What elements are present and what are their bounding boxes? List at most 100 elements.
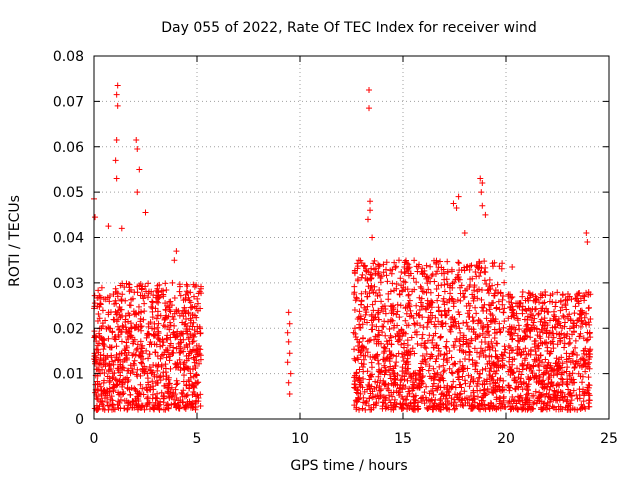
data-point xyxy=(539,322,546,329)
data-point xyxy=(152,394,159,401)
data-point xyxy=(172,360,179,367)
data-point xyxy=(507,403,514,410)
data-point xyxy=(145,355,152,362)
data-point xyxy=(157,343,164,350)
data-point xyxy=(505,315,512,322)
data-point xyxy=(140,316,147,323)
data-point xyxy=(358,297,365,304)
data-point xyxy=(499,260,506,267)
data-point xyxy=(186,326,193,333)
data-point xyxy=(189,312,196,319)
data-point xyxy=(138,327,145,334)
data-point xyxy=(381,348,388,355)
data-point xyxy=(446,365,453,372)
data-point xyxy=(415,311,422,318)
data-point xyxy=(156,294,163,301)
data-point xyxy=(194,307,201,314)
data-point xyxy=(473,263,480,270)
data-point xyxy=(435,376,442,383)
data-point xyxy=(190,373,197,380)
data-point xyxy=(184,323,191,330)
data-point xyxy=(163,354,170,361)
data-point xyxy=(358,290,365,297)
data-point xyxy=(519,363,526,370)
data-point xyxy=(427,289,434,296)
data-point xyxy=(133,402,140,409)
data-point xyxy=(423,306,430,313)
data-point xyxy=(432,358,439,365)
data-point xyxy=(362,306,369,313)
data-point xyxy=(444,385,451,392)
data-point xyxy=(547,383,554,390)
data-point xyxy=(457,329,464,336)
data-point xyxy=(395,337,402,344)
data-point xyxy=(557,337,564,344)
data-point xyxy=(483,281,490,288)
data-point xyxy=(538,316,545,323)
data-point xyxy=(185,309,192,316)
data-point xyxy=(517,352,524,359)
data-point xyxy=(359,271,366,278)
data-point xyxy=(176,281,183,288)
data-point xyxy=(190,383,197,390)
data-point xyxy=(544,399,551,406)
data-point xyxy=(586,347,593,354)
data-point xyxy=(404,406,411,413)
data-point xyxy=(565,386,572,393)
data-point xyxy=(476,264,483,271)
data-point xyxy=(95,287,102,294)
data-point xyxy=(507,366,514,373)
data-point xyxy=(509,303,516,310)
data-point xyxy=(192,364,199,371)
data-point xyxy=(441,367,448,374)
data-point xyxy=(459,366,466,373)
data-point xyxy=(365,402,372,409)
data-point xyxy=(377,274,384,281)
data-point xyxy=(173,377,180,384)
data-point xyxy=(380,323,387,330)
x-tick-label: 15 xyxy=(394,431,412,447)
data-point xyxy=(563,356,570,363)
data-point xyxy=(464,339,471,346)
data-point xyxy=(585,381,592,388)
data-point xyxy=(115,365,122,372)
data-point xyxy=(360,356,367,363)
data-point xyxy=(423,383,430,390)
data-point xyxy=(581,297,588,304)
data-point xyxy=(148,303,155,310)
data-point xyxy=(165,304,172,311)
data-point xyxy=(500,324,507,331)
data-point xyxy=(458,397,465,404)
data-point xyxy=(408,334,415,341)
data-point xyxy=(479,323,486,330)
data-point xyxy=(136,166,143,173)
data-point xyxy=(129,365,136,372)
data-point xyxy=(582,345,589,352)
grid-lines xyxy=(94,56,609,419)
y-tick-label: 0.05 xyxy=(53,185,84,201)
data-point xyxy=(449,370,456,377)
data-point xyxy=(542,288,549,295)
data-point xyxy=(191,293,197,300)
data-point xyxy=(494,354,501,360)
data-point xyxy=(557,307,564,314)
data-point xyxy=(417,283,424,290)
data-point xyxy=(530,319,537,326)
data-point xyxy=(153,315,160,322)
data-point xyxy=(355,347,362,354)
data-point xyxy=(433,385,440,392)
data-point xyxy=(499,384,506,391)
data-point xyxy=(567,339,574,346)
data-point xyxy=(420,394,427,401)
data-point xyxy=(569,357,576,364)
data-point xyxy=(577,406,584,413)
data-point xyxy=(197,330,204,337)
data-point xyxy=(156,406,163,413)
y-tick-label: 0.02 xyxy=(53,321,84,337)
data-point xyxy=(500,393,507,400)
data-point xyxy=(398,268,405,275)
data-point xyxy=(142,209,149,216)
data-point xyxy=(102,395,109,402)
data-point xyxy=(520,336,527,343)
data-point xyxy=(436,363,443,370)
